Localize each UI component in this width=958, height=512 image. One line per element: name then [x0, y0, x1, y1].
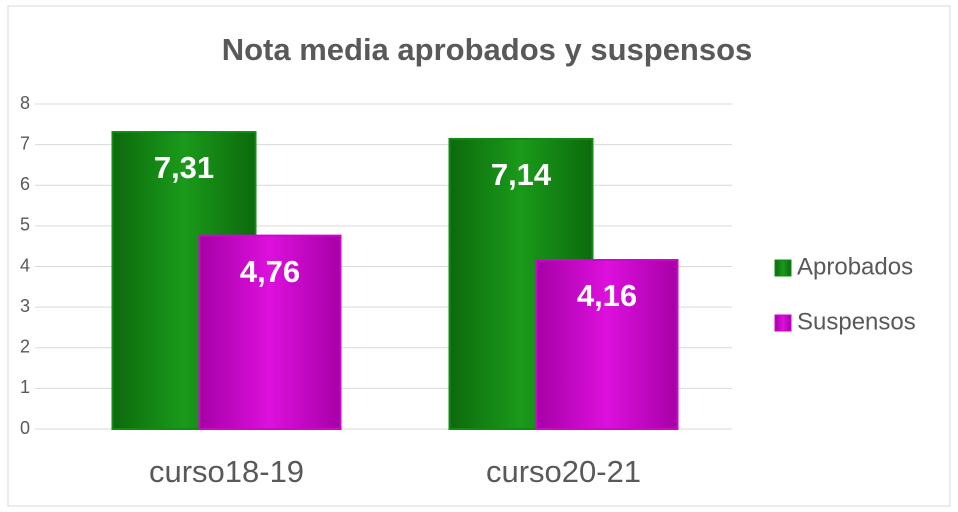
bar — [535, 259, 679, 430]
legend-swatch — [774, 259, 792, 277]
y-tick-label: 8 — [20, 93, 30, 113]
data-label: 7,31 — [154, 150, 214, 185]
data-label: 4,16 — [577, 278, 637, 313]
y-tick-label: 2 — [20, 337, 30, 357]
y-tick-label: 0 — [20, 418, 30, 438]
bar — [198, 234, 342, 430]
y-tick-label: 1 — [20, 377, 30, 397]
y-tick-label: 5 — [20, 215, 30, 235]
y-tick-label: 7 — [20, 133, 30, 153]
y-tick-label: 3 — [20, 296, 30, 316]
data-label: 7,14 — [491, 157, 552, 192]
legend-label: Suspensos — [797, 308, 916, 335]
y-tick-label: 4 — [20, 255, 30, 275]
y-tick-label: 6 — [20, 174, 30, 194]
chart-title: Nota media aprobados y suspensos — [222, 32, 753, 67]
legend-swatch — [774, 314, 792, 332]
x-tick-label: curso18-19 — [149, 454, 304, 489]
legend-label: Aprobados — [797, 253, 913, 280]
data-label: 4,76 — [240, 254, 300, 289]
x-tick-label: curso20-21 — [486, 454, 641, 489]
